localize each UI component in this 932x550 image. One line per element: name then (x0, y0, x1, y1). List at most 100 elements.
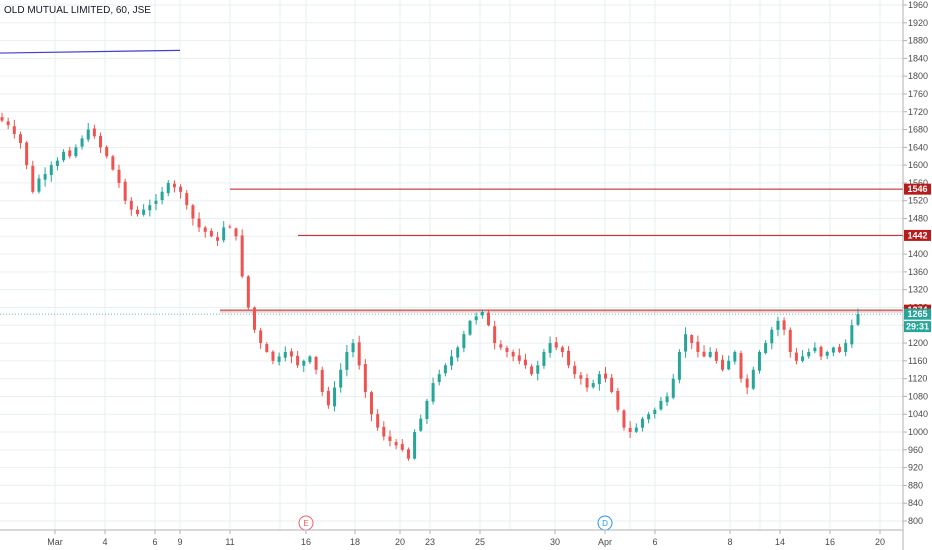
candle-body (813, 347, 817, 352)
candle-body (62, 151, 66, 161)
x-tick-label: 25 (475, 537, 485, 547)
y-tick-label: 1960 (908, 0, 928, 10)
price-axis[interactable]: 800 840 880 920 960 1000 1040 1080 1120 1160 1200 1… (902, 0, 928, 550)
x-tick-label: 11 (225, 537, 234, 547)
y-tick-label: 1920 (908, 18, 928, 28)
y-tick-label: 1160 (908, 356, 927, 366)
candle-body (511, 351, 515, 357)
candle-body (6, 121, 10, 126)
candle-body (844, 343, 848, 352)
x-tick-label: 20 (395, 537, 405, 547)
time-axis[interactable]: Mar 4 6 9 11 16 18 20 23 25 30 Apr 6 8 14 16 20 (0, 529, 903, 547)
candle-body (388, 436, 392, 441)
candle-body (99, 135, 103, 148)
candle-body (450, 356, 454, 366)
price-tags: 154614421274126529:31 (904, 183, 931, 333)
x-tick-label: 23 (425, 537, 435, 547)
candle-body (745, 378, 749, 388)
candle-body (714, 351, 718, 361)
candle-body (31, 165, 35, 192)
y-tick-label: 1000 (908, 427, 928, 437)
y-tick-label: 800 (908, 516, 923, 526)
candle-body (548, 343, 552, 353)
candle-body (216, 237, 220, 241)
price-tag (904, 321, 931, 333)
candle-body (271, 351, 275, 361)
y-tick-label: 1360 (908, 267, 928, 277)
price-tag-label: 1265 (907, 309, 927, 319)
price-tag (904, 229, 931, 241)
candle-body (43, 174, 47, 180)
candle-body (320, 369, 324, 392)
grid (0, 0, 903, 530)
candle-body (400, 444, 404, 450)
candle-body (523, 359, 527, 366)
x-tick-label: Apr (598, 537, 612, 547)
interval: 60 (115, 5, 127, 16)
y-tick-label: 1520 (908, 196, 928, 206)
y-tick-label: 920 (908, 463, 923, 473)
candle-body (782, 320, 786, 330)
price-tag (904, 308, 931, 320)
candle-body (12, 126, 16, 134)
y-tick-label: 1400 (908, 249, 928, 259)
candle-body (357, 342, 361, 366)
candle-body (314, 356, 318, 370)
candle-body (25, 142, 29, 166)
candle-body (536, 365, 540, 374)
x-tick-label: 14 (775, 537, 785, 547)
candle-body (18, 134, 22, 143)
candle-body (634, 427, 638, 432)
candle-body (850, 325, 854, 345)
candle-body (801, 356, 805, 361)
y-tick-label: 1680 (908, 125, 928, 135)
candle-body (807, 351, 811, 357)
price-tag (904, 183, 931, 195)
candle-body (493, 326, 497, 344)
candle-body (677, 351, 681, 380)
y-tick-label: 1760 (908, 89, 928, 99)
x-tick-label: 16 (825, 537, 835, 547)
candle-body (240, 235, 244, 277)
y-tick-label: 880 (908, 480, 923, 490)
horizontal-levels (0, 49, 903, 315)
candle-body (369, 392, 373, 415)
x-tick-label: 16 (301, 537, 311, 547)
y-tick-label: 1320 (908, 285, 928, 295)
y-tick-label: 1560 (908, 178, 928, 188)
candle-body (579, 375, 583, 379)
event-label: E (303, 519, 308, 528)
candle-body (739, 353, 743, 379)
candle-body (333, 387, 337, 407)
symbol-name: OLD MUTUAL LIMITED (4, 5, 111, 16)
y-tick-label: 1800 (908, 71, 928, 81)
candle-body (560, 347, 564, 352)
candle-body (302, 360, 306, 366)
candle-body (517, 355, 521, 361)
y-tick-label: 1640 (908, 142, 928, 152)
x-tick-label: 20 (875, 537, 885, 547)
candle-body (92, 128, 96, 137)
candle-body (209, 230, 213, 237)
price-tag-label: 1442 (907, 230, 927, 240)
y-tick-label: 1200 (908, 338, 928, 348)
candle-body (172, 183, 176, 188)
candle-body (166, 182, 170, 194)
candle-body (185, 193, 189, 206)
x-tick-label: 6 (652, 537, 657, 547)
candle-body (616, 390, 620, 410)
candle-body (80, 138, 84, 147)
y-tick-label: 1120 (908, 374, 927, 384)
candle-body (659, 400, 663, 410)
trend-line (0, 49, 181, 54)
y-tick-label: 1720 (908, 107, 928, 117)
chart-title: OLD MUTUAL LIMITED, 60, JSE (4, 5, 151, 16)
candle-body (283, 351, 287, 358)
candle-body (819, 346, 823, 357)
candle-body (640, 418, 644, 428)
candle-body (413, 432, 417, 459)
candle-body (105, 146, 109, 157)
candle-body (764, 343, 768, 353)
